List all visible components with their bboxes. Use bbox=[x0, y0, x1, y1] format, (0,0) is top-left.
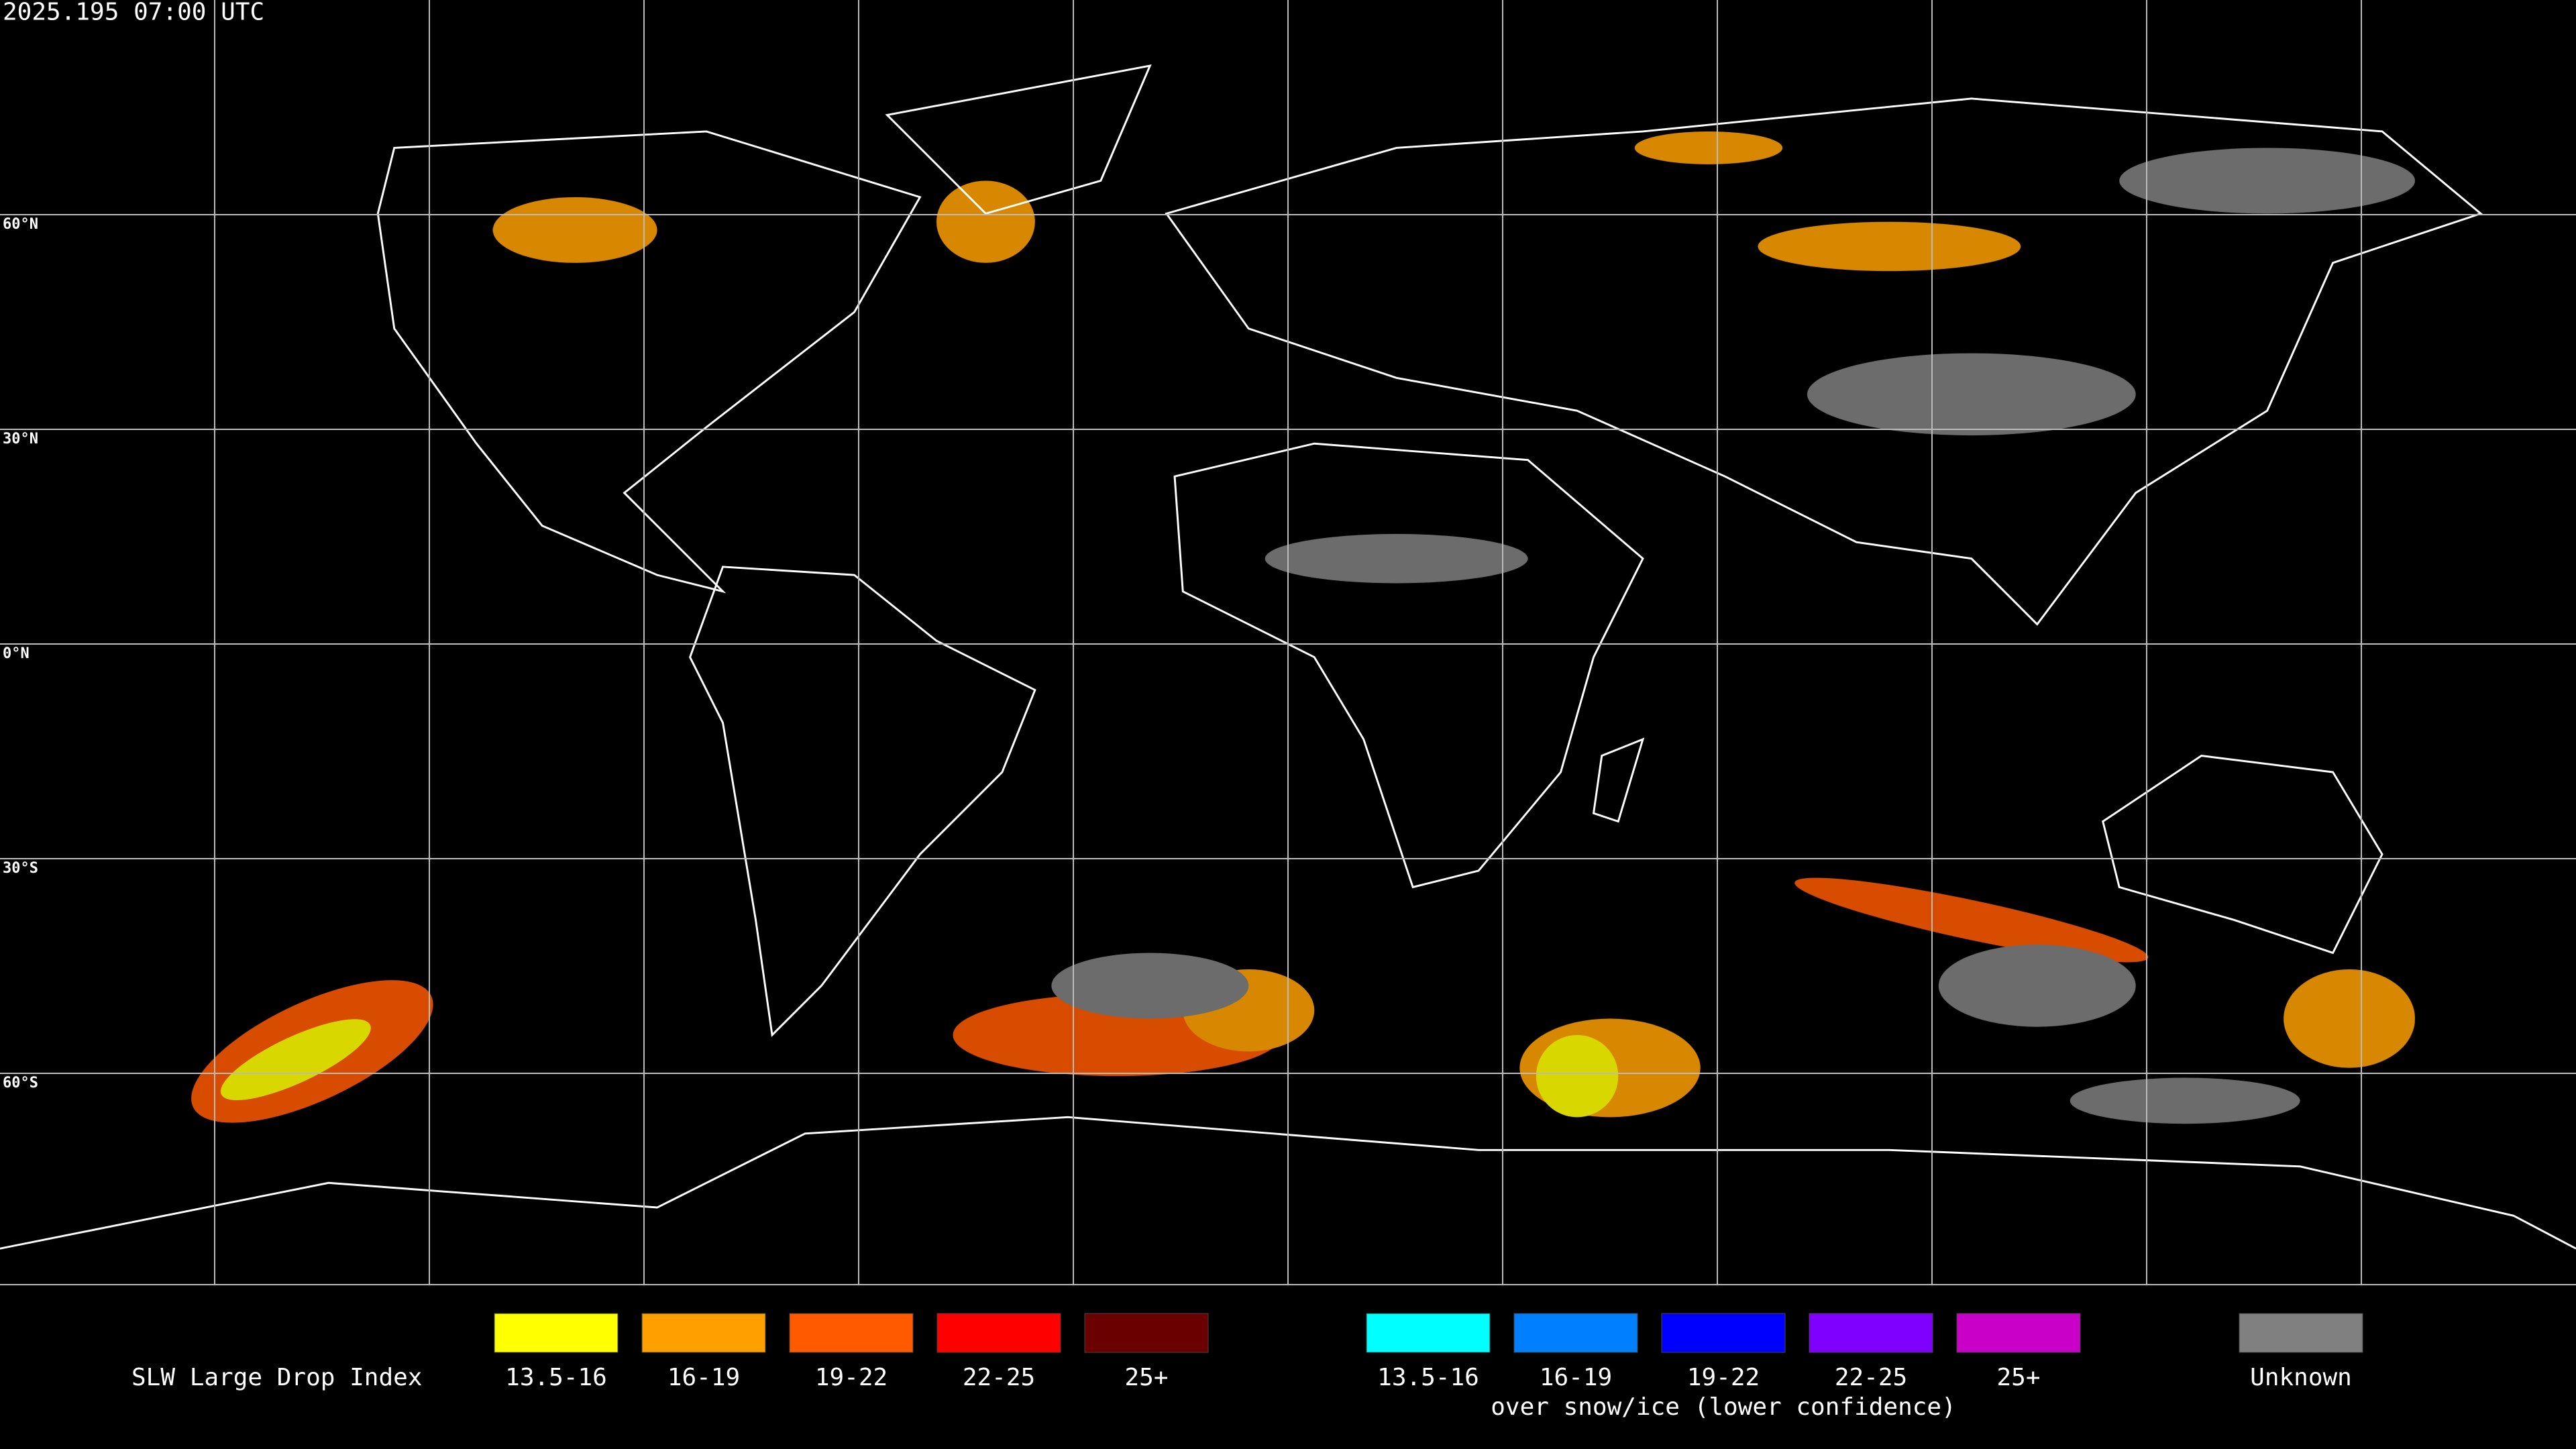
latitude-label: 60°N bbox=[3, 216, 38, 233]
legend-caption: over snow/ice (lower confidence) bbox=[1491, 1393, 1956, 1421]
legend-swatch bbox=[1809, 1313, 1933, 1353]
latitude-label: 30°S bbox=[3, 860, 38, 877]
legend-label: Unknown bbox=[2250, 1364, 2352, 1391]
timestamp: 2025.195 07:00 UTC bbox=[3, 0, 264, 26]
legend-label: 25+ bbox=[1124, 1364, 1168, 1391]
legend-swatch bbox=[1956, 1313, 2081, 1353]
latitude-label: 0°N bbox=[3, 645, 30, 662]
weather-overlay bbox=[191, 131, 2416, 1124]
legend-label: 22-25 bbox=[1835, 1364, 1907, 1391]
legend-label: 13.5-16 bbox=[1377, 1364, 1479, 1391]
legend-swatch bbox=[494, 1313, 619, 1353]
legend-label: 19-22 bbox=[815, 1364, 888, 1391]
legend-title: SLW Large Drop Index bbox=[131, 1364, 422, 1391]
latitude-label: 30°N bbox=[3, 431, 38, 447]
latitude-labels: 60°N 30°N 0°N 30°S 60°S bbox=[3, 216, 38, 1091]
legend-swatch bbox=[936, 1313, 1061, 1353]
legend-swatch bbox=[1084, 1313, 1209, 1353]
latitude-label: 60°S bbox=[3, 1075, 38, 1091]
graticule bbox=[0, 0, 2576, 1285]
legend-label: 16-19 bbox=[667, 1364, 740, 1391]
legend-swatch bbox=[1513, 1313, 1638, 1353]
legend-swatch bbox=[1661, 1313, 1786, 1353]
coastlines bbox=[0, 64, 2576, 1250]
legend-label: 25+ bbox=[1996, 1364, 2040, 1391]
legend-label: 22-25 bbox=[963, 1364, 1035, 1391]
legend-label: 19-22 bbox=[1687, 1364, 1760, 1391]
legend-swatch bbox=[2239, 1313, 2363, 1353]
legend-swatch bbox=[1366, 1313, 1491, 1353]
legend-swatch bbox=[789, 1313, 914, 1353]
legend-label: 13.5-16 bbox=[505, 1364, 607, 1391]
legend-label: 16-19 bbox=[1540, 1364, 1612, 1391]
legend: SLW Large Drop Index 13.5-16 16-19 19-22 22… bbox=[131, 1313, 2363, 1421]
legend-swatch bbox=[641, 1313, 766, 1353]
